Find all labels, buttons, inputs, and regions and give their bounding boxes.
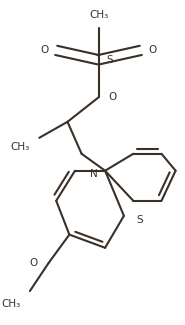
Text: S: S	[106, 55, 113, 65]
Text: O: O	[148, 46, 156, 55]
Text: CH₃: CH₃	[89, 10, 108, 20]
Text: N: N	[90, 169, 97, 179]
Text: O: O	[108, 92, 116, 102]
Text: CH₃: CH₃	[11, 142, 30, 152]
Text: O: O	[41, 46, 49, 55]
Text: O: O	[29, 258, 37, 268]
Text: S: S	[136, 214, 143, 225]
Text: CH₃: CH₃	[1, 299, 21, 308]
